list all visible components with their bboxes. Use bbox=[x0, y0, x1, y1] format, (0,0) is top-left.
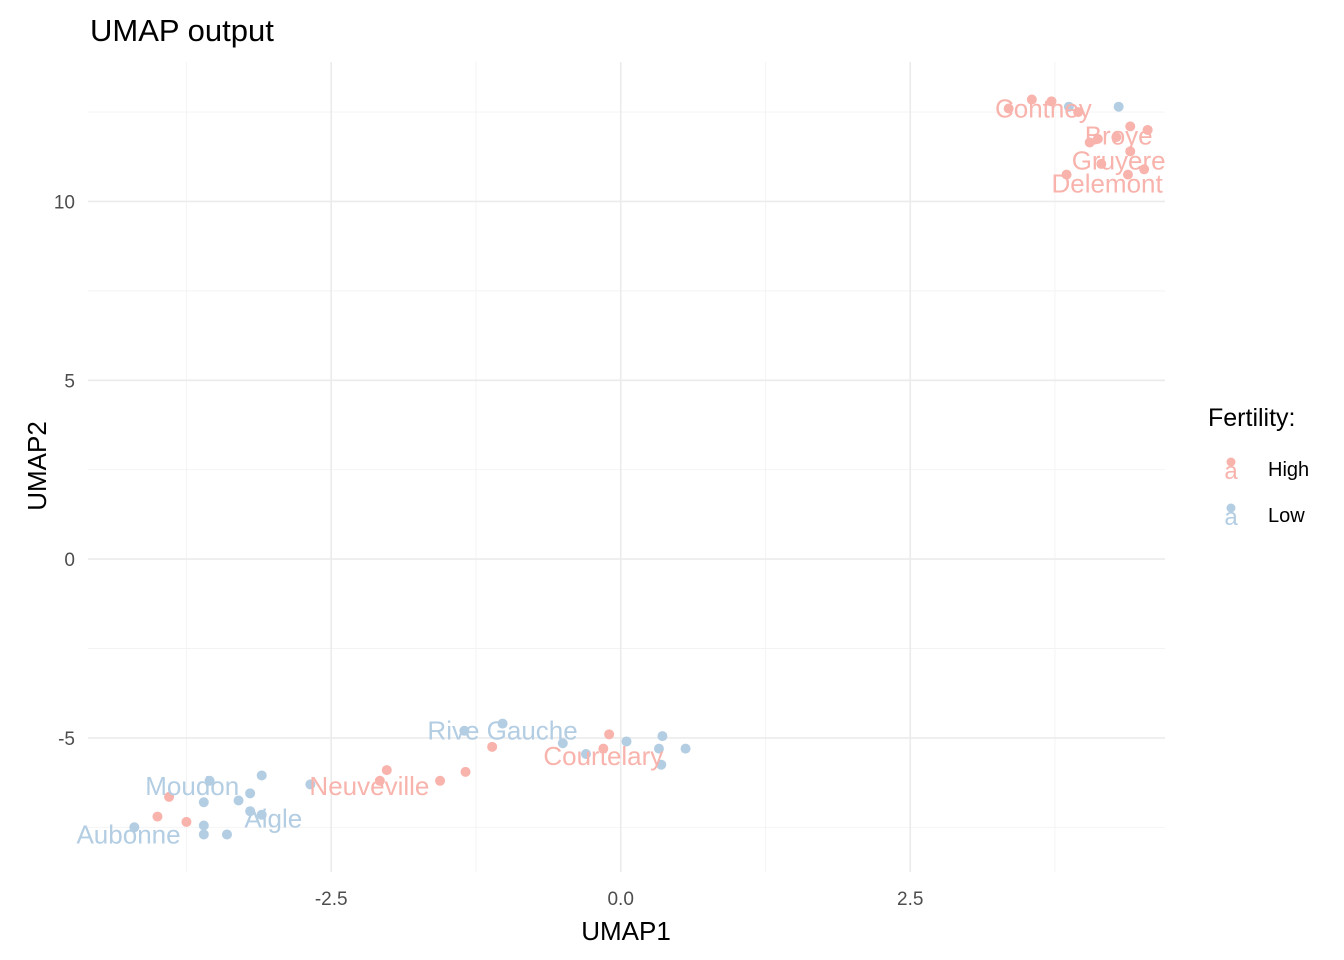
data-point bbox=[181, 816, 192, 827]
data-point bbox=[1125, 146, 1136, 157]
data-point bbox=[604, 729, 615, 740]
data-point bbox=[245, 788, 256, 799]
data-point bbox=[487, 741, 498, 752]
x-tick-label: 2.5 bbox=[897, 889, 923, 910]
y-tick-label: 0 bbox=[64, 550, 75, 571]
point-label: Aigle bbox=[244, 803, 302, 833]
data-point bbox=[598, 743, 609, 754]
data-point bbox=[256, 809, 267, 820]
legend-entries: a High a Low bbox=[1224, 457, 1309, 531]
data-point bbox=[164, 791, 175, 802]
data-point bbox=[198, 797, 209, 808]
data-point bbox=[557, 738, 568, 749]
data-point bbox=[680, 743, 691, 754]
legend-key-glyph: a bbox=[1224, 458, 1238, 485]
point-label: Moudon bbox=[145, 771, 239, 801]
data-point bbox=[1026, 94, 1037, 105]
legend-title: Fertility: bbox=[1208, 404, 1296, 432]
data-point bbox=[152, 811, 163, 822]
data-point bbox=[204, 775, 215, 786]
data-point bbox=[221, 829, 232, 840]
data-point bbox=[1003, 103, 1014, 114]
y-tick-label: -5 bbox=[58, 729, 75, 750]
data-point bbox=[621, 736, 632, 747]
x-tick-label: -2.5 bbox=[315, 889, 348, 910]
data-point bbox=[245, 806, 256, 817]
point-label: Delemont bbox=[1051, 169, 1163, 199]
data-point bbox=[1111, 132, 1122, 143]
data-point bbox=[1061, 169, 1072, 180]
legend-key-glyph: a bbox=[1224, 504, 1238, 531]
y-tick-label: 10 bbox=[54, 192, 75, 213]
x-tick-label: 0.0 bbox=[607, 889, 633, 910]
data-point bbox=[129, 822, 140, 833]
data-point bbox=[497, 718, 508, 729]
legend-key-point bbox=[1226, 457, 1236, 467]
chart-title: UMAP output bbox=[90, 13, 274, 48]
data-point bbox=[656, 759, 667, 770]
point-label: Conthey bbox=[995, 93, 1092, 123]
data-point bbox=[381, 765, 392, 776]
data-point bbox=[1084, 137, 1095, 148]
point-label: Aubonne bbox=[76, 819, 180, 849]
point-label: Neuveville bbox=[309, 771, 429, 801]
data-point bbox=[1142, 124, 1153, 135]
data-point bbox=[580, 748, 591, 759]
data-point bbox=[435, 775, 446, 786]
data-point bbox=[256, 770, 267, 781]
data-point bbox=[653, 743, 664, 754]
data-point bbox=[1122, 169, 1133, 180]
point-label: Gruyere bbox=[1072, 145, 1166, 175]
point-label: Rive Gauche bbox=[427, 716, 577, 746]
data-point bbox=[1125, 121, 1136, 132]
point-label: Courtelary bbox=[543, 741, 663, 771]
data-point bbox=[1046, 96, 1057, 107]
legend: Fertility: a High a Low bbox=[1208, 404, 1309, 531]
data-point bbox=[374, 775, 385, 786]
data-point bbox=[1113, 101, 1124, 112]
data-point bbox=[1063, 101, 1074, 112]
legend-label: High bbox=[1268, 459, 1309, 481]
legend-label: Low bbox=[1268, 505, 1305, 527]
data-point bbox=[1092, 133, 1103, 144]
data-point bbox=[305, 779, 316, 790]
tick-labels: -2.5 0.0 2.5 -5 0 5 10 bbox=[54, 192, 924, 910]
data-point bbox=[460, 766, 471, 777]
point-label: Broye bbox=[1085, 120, 1153, 150]
data-point bbox=[657, 731, 668, 742]
data-point bbox=[198, 820, 209, 831]
data-point bbox=[198, 829, 209, 840]
y-axis-title: UMAP2 bbox=[22, 421, 52, 511]
x-axis-title: UMAP1 bbox=[581, 916, 671, 946]
legend-key-point bbox=[1226, 503, 1236, 513]
data-point bbox=[1139, 164, 1150, 175]
y-tick-label: 5 bbox=[64, 371, 75, 392]
data-point bbox=[1073, 107, 1084, 118]
data-point bbox=[459, 725, 470, 736]
data-point bbox=[1096, 158, 1107, 169]
grid-lines bbox=[88, 62, 1165, 872]
scatter-points bbox=[129, 94, 1153, 840]
data-point bbox=[233, 795, 244, 806]
